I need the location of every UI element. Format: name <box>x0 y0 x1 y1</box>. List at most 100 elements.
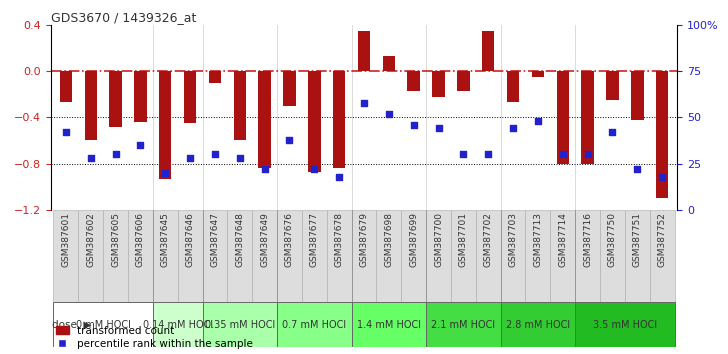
Point <box>432 126 444 131</box>
Bar <box>53 210 79 302</box>
Text: GSM387676: GSM387676 <box>285 212 294 267</box>
Text: 3.5 mM HOCl: 3.5 mM HOCl <box>593 320 657 330</box>
Bar <box>202 302 277 347</box>
Point <box>483 152 494 157</box>
Bar <box>426 210 451 302</box>
Point <box>135 142 146 148</box>
Bar <box>308 71 320 172</box>
Text: GSM387700: GSM387700 <box>434 212 443 267</box>
Bar <box>482 30 494 71</box>
Text: GSM387602: GSM387602 <box>86 212 95 267</box>
Point <box>582 152 593 157</box>
Point <box>258 166 270 172</box>
Bar <box>159 71 172 179</box>
Text: 0.14 mM HOCl: 0.14 mM HOCl <box>143 320 213 330</box>
Point <box>333 174 345 179</box>
Bar <box>550 210 575 302</box>
Text: GSM387702: GSM387702 <box>483 212 493 267</box>
Legend: transformed count, percentile rank within the sample: transformed count, percentile rank withi… <box>56 326 253 349</box>
Text: GSM387605: GSM387605 <box>111 212 120 267</box>
Point <box>507 126 519 131</box>
Point <box>309 166 320 172</box>
Point <box>631 166 643 172</box>
Text: GSM387698: GSM387698 <box>384 212 393 267</box>
Bar <box>625 210 649 302</box>
Bar <box>582 71 594 164</box>
Point <box>458 152 470 157</box>
Point <box>657 174 668 179</box>
Bar <box>656 71 668 198</box>
Bar <box>202 210 227 302</box>
Text: dose  ▶: dose ▶ <box>52 320 92 330</box>
Bar <box>432 71 445 97</box>
Bar <box>134 71 146 122</box>
Bar <box>283 71 296 106</box>
Bar <box>178 210 202 302</box>
Text: GSM387646: GSM387646 <box>186 212 194 267</box>
Point <box>209 152 221 157</box>
Text: GSM387645: GSM387645 <box>161 212 170 267</box>
Point <box>606 129 618 135</box>
Point <box>184 155 196 161</box>
Text: GSM387701: GSM387701 <box>459 212 468 267</box>
Bar <box>128 210 153 302</box>
Bar <box>84 71 97 141</box>
Point <box>358 100 370 105</box>
Point <box>383 111 395 116</box>
Bar <box>109 71 122 127</box>
Bar <box>277 302 352 347</box>
Text: GSM387751: GSM387751 <box>633 212 642 267</box>
Bar <box>408 71 420 91</box>
Text: GSM387703: GSM387703 <box>509 212 518 267</box>
Bar <box>302 210 327 302</box>
Bar <box>79 210 103 302</box>
Point <box>85 155 97 161</box>
Point <box>532 118 544 124</box>
Text: GDS3670 / 1439326_at: GDS3670 / 1439326_at <box>51 11 197 24</box>
Text: GSM387648: GSM387648 <box>235 212 245 267</box>
Bar <box>376 210 401 302</box>
Text: GSM387716: GSM387716 <box>583 212 592 267</box>
Point <box>557 152 569 157</box>
Bar <box>227 210 252 302</box>
Bar <box>476 210 501 302</box>
Text: GSM387750: GSM387750 <box>608 212 617 267</box>
Bar <box>556 71 569 164</box>
Point <box>110 152 122 157</box>
Text: GSM387678: GSM387678 <box>335 212 344 267</box>
Bar <box>457 71 470 91</box>
Bar <box>277 210 302 302</box>
Bar <box>258 71 271 168</box>
Text: GSM387714: GSM387714 <box>558 212 567 267</box>
Point <box>284 137 296 142</box>
Bar <box>501 302 575 347</box>
Bar <box>327 210 352 302</box>
Bar <box>209 71 221 82</box>
Bar <box>501 210 526 302</box>
Text: GSM387647: GSM387647 <box>210 212 219 267</box>
Bar <box>103 210 128 302</box>
Point <box>60 129 71 135</box>
Bar <box>333 71 345 168</box>
Bar <box>153 210 178 302</box>
Text: GSM387601: GSM387601 <box>61 212 71 267</box>
Text: 0 mM HOCl: 0 mM HOCl <box>76 320 130 330</box>
Text: 0.35 mM HOCl: 0.35 mM HOCl <box>205 320 275 330</box>
Bar <box>606 71 619 100</box>
Bar <box>649 210 675 302</box>
Bar <box>575 210 600 302</box>
Text: GSM387679: GSM387679 <box>360 212 368 267</box>
Text: GSM387649: GSM387649 <box>260 212 269 267</box>
Bar <box>575 302 675 347</box>
Text: GSM387606: GSM387606 <box>136 212 145 267</box>
Bar <box>153 302 202 347</box>
Bar <box>383 56 395 71</box>
Bar <box>451 210 476 302</box>
Bar <box>600 210 625 302</box>
Bar <box>184 71 197 123</box>
Text: GSM387699: GSM387699 <box>409 212 418 267</box>
Bar <box>531 71 544 77</box>
Bar <box>352 210 376 302</box>
Bar <box>507 71 519 102</box>
Bar <box>234 71 246 141</box>
